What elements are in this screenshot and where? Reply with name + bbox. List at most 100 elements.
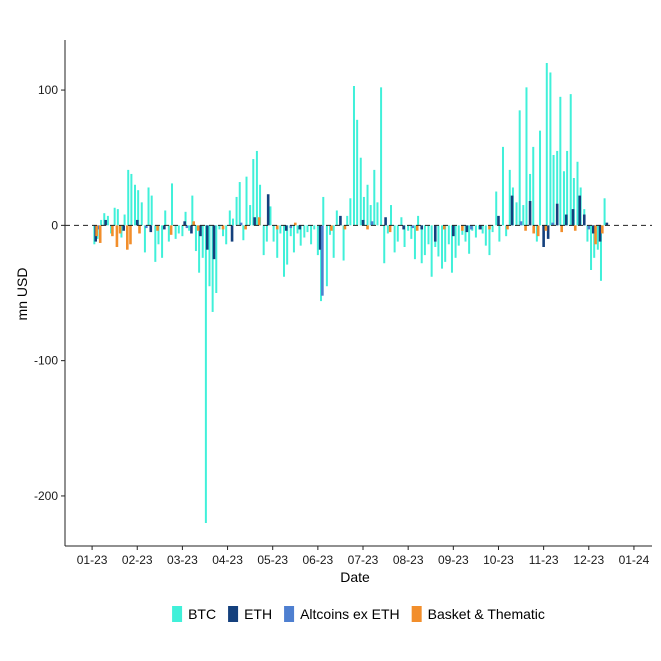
bar-btc-102 — [437, 225, 440, 257]
bar-altcoins-ex-eth-4 — [289, 225, 293, 229]
bar-basket-thematic-30 — [560, 225, 563, 233]
bar-basket-thematic-19 — [366, 225, 369, 230]
x-tick-label: 06-23 — [303, 553, 334, 567]
bar-basket-thematic-13 — [244, 225, 247, 230]
bar-btc-69 — [325, 225, 328, 287]
bar-btc-90 — [396, 225, 399, 242]
bar-btc-106 — [450, 225, 453, 273]
bar-btc-12 — [133, 184, 136, 226]
bar-btc-135 — [549, 72, 552, 226]
bar-btc-57 — [286, 225, 289, 265]
bar-btc-99 — [427, 225, 430, 245]
bar-btc-53 — [272, 225, 275, 242]
bar-eth-3 — [135, 219, 139, 226]
bar-basket-thematic-0 — [95, 225, 98, 237]
bar-altcoins-ex-eth-3 — [239, 222, 243, 226]
bar-basket-thematic-26 — [524, 225, 527, 231]
bar-btc-119 — [495, 191, 498, 226]
bar-btc-134 — [545, 63, 548, 226]
x-tick-label: 03-23 — [167, 553, 198, 567]
bar-eth-21 — [420, 225, 424, 230]
bar-eth-1 — [104, 219, 107, 226]
bar-eth-34 — [578, 195, 582, 226]
bar-btc-146 — [586, 225, 589, 242]
x-tick-label: 09-23 — [438, 553, 469, 567]
legend-label: BTC — [188, 606, 216, 622]
bar-eth-35 — [582, 214, 586, 226]
bar-btc-126 — [518, 110, 521, 226]
bar-btc-65 — [313, 225, 316, 230]
bar-btc-130 — [532, 146, 535, 226]
bar-btc-136 — [552, 155, 555, 226]
bar-btc-44 — [242, 225, 245, 241]
bar-basket-thematic-18 — [343, 225, 347, 230]
bar-btc-107 — [454, 225, 457, 258]
x-tick-label: 04-23 — [212, 553, 243, 567]
x-axis-ticks: 01-23 02-23 03-23 04-23 05-23 06-23 07-23 08-23… — [77, 546, 650, 567]
bar-btc-24 — [174, 225, 177, 239]
bar-btc-45 — [245, 176, 248, 226]
bar-eth-31 — [555, 203, 559, 226]
bar-basket-thematic-31 — [573, 225, 577, 231]
bar-btc-11 — [130, 173, 133, 226]
bar-btc-13 — [137, 190, 140, 226]
bar-btc-61 — [299, 225, 302, 246]
bar-btc-68 — [322, 196, 325, 226]
bar-btc-137 — [556, 150, 559, 226]
bar-basket-thematic-33 — [601, 225, 604, 234]
bar-basket-thematic-25 — [506, 225, 509, 230]
bar-btc-62 — [303, 225, 306, 238]
bar-btc-20 — [161, 225, 164, 258]
bar-btc-148 — [593, 225, 596, 258]
bar-btc-85 — [380, 87, 383, 226]
bar-btc-86 — [383, 225, 386, 264]
bar-basket-thematic-5 — [126, 225, 129, 250]
bar-btc-81 — [366, 184, 369, 226]
bar-eth-36 — [592, 225, 595, 234]
bar-basket-thematic-3 — [115, 225, 119, 247]
bar-btc-55 — [279, 225, 282, 234]
bar-btc-3 — [103, 213, 106, 226]
bar-btc-108 — [457, 225, 460, 246]
bar-btc-49 — [259, 184, 262, 226]
bar-btc-71 — [332, 225, 335, 258]
bar-btc-34 — [208, 225, 211, 287]
bar-btc-30 — [194, 225, 197, 252]
bar-btc-43 — [238, 182, 241, 226]
bar-btc-80 — [362, 196, 365, 226]
bar-btc-19 — [157, 225, 160, 245]
bar-btc-2 — [100, 219, 103, 226]
legend-key-basket-thematic — [411, 606, 422, 622]
bar-altcoins-ex-eth-10 — [551, 222, 554, 226]
bar-btc-59 — [292, 225, 295, 253]
bar-basket-thematic-23 — [461, 225, 464, 231]
bar-basket-thematic-29 — [544, 225, 548, 231]
bar-btc-114 — [478, 225, 481, 230]
bar-btc-89 — [393, 225, 396, 253]
bar-eth-6 — [183, 221, 186, 226]
bar-btc-29 — [191, 195, 194, 226]
bar-btc-111 — [468, 225, 471, 254]
bar-btc-149 — [596, 225, 599, 250]
x-tick-label: 01-23 — [77, 553, 108, 567]
x-tick-label: 08-23 — [393, 553, 424, 567]
bar-basket-thematic-1 — [98, 225, 102, 243]
bar-btc-138 — [559, 96, 562, 226]
y-axis-ticks: 100 0 -100 -200 — [34, 83, 65, 503]
bar-btc-31 — [198, 225, 201, 273]
bar-btc-127 — [522, 205, 525, 226]
legend-label: Altcoins ex ETH — [300, 606, 400, 622]
bar-eth-12 — [253, 217, 256, 226]
y-axis-title: mn USD — [14, 268, 30, 321]
bar-btc-141 — [569, 94, 572, 226]
bar-btc-84 — [376, 202, 379, 226]
bar-basket-thematic-15 — [275, 225, 279, 230]
bar-btc-47 — [252, 159, 255, 226]
bar-eth-13 — [266, 194, 270, 226]
bar-altcoins-ex-eth-1 — [144, 225, 148, 229]
bar-btc-83 — [373, 169, 376, 226]
bar-eth-25 — [479, 225, 482, 230]
bar-eth-29 — [542, 225, 545, 247]
bar-btc-37 — [218, 225, 221, 230]
bar-btc-82 — [369, 205, 372, 226]
